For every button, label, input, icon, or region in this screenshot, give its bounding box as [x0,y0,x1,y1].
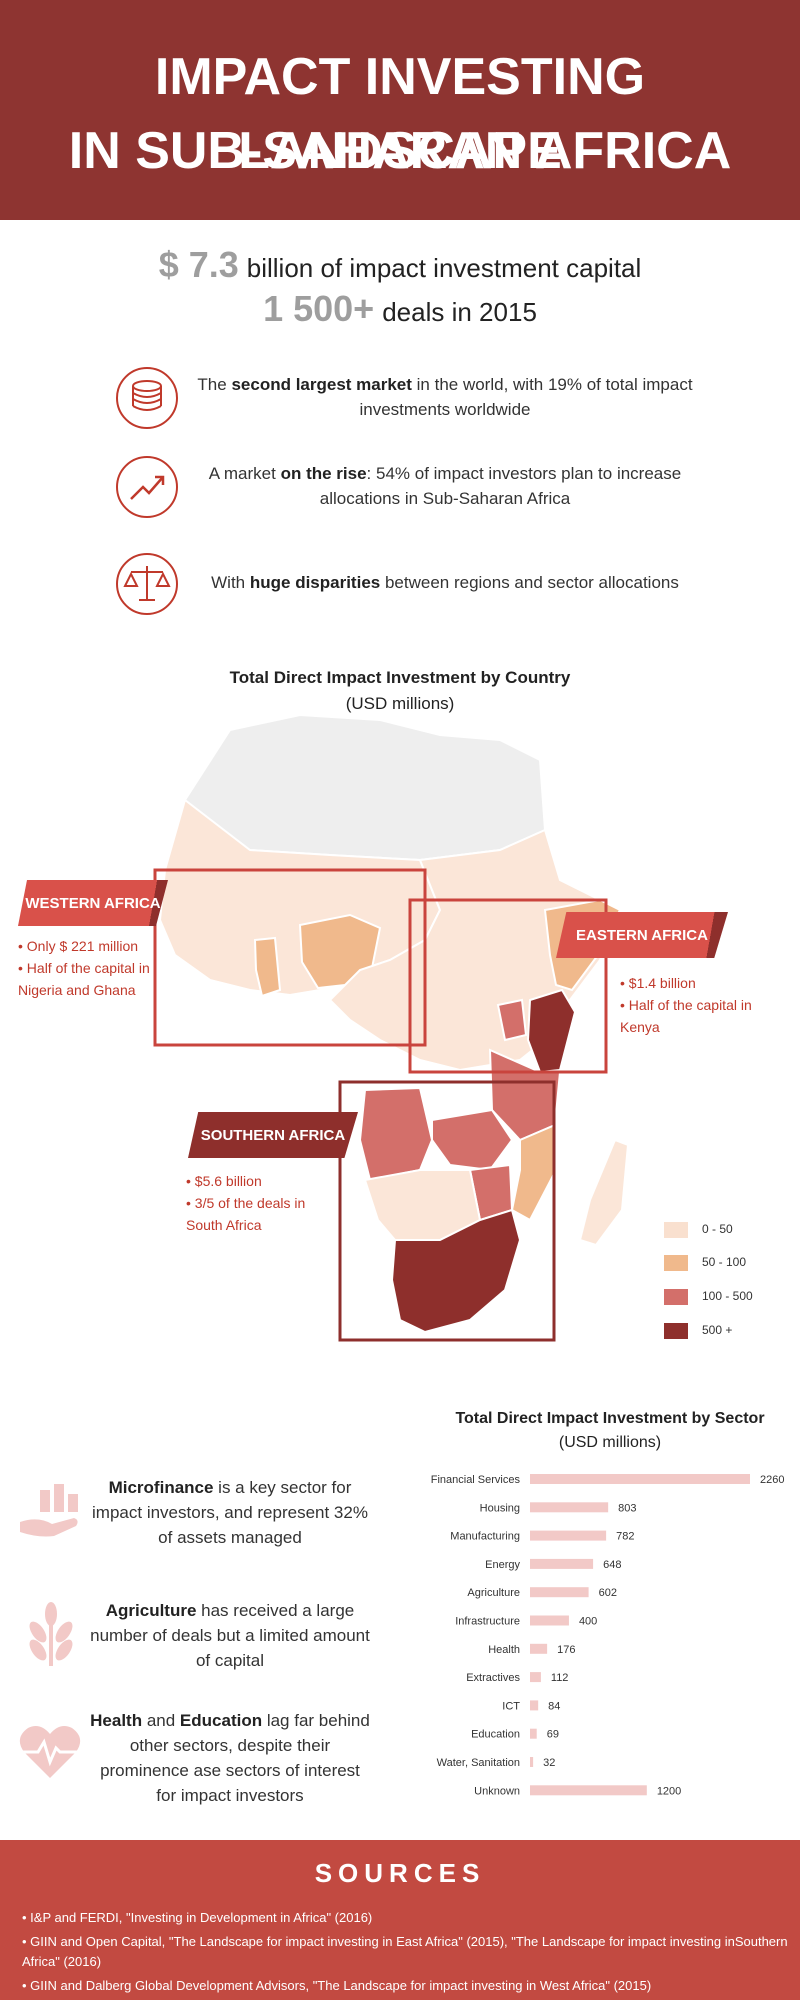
sector-bar-chart: Financial Services 2260 Housing 803 Manufact… [431,1474,784,1797]
madagascar-shape [578,1138,630,1247]
uganda-shape [496,998,528,1042]
sector-value-label: 782 [616,1531,634,1543]
stat-capital-label: billion of impact investment capital [246,253,642,283]
ghana-shape [253,936,282,998]
sector-value-label: 1200 [657,1785,681,1797]
stat-deals-label: deals in 2015 [382,297,537,327]
sector-value-label: 400 [579,1616,597,1628]
western-africa-notes: • Only $ 221 million • Half of the capita… [18,938,150,998]
stat-capital: $ 7.3 billion of impact investment capita… [0,244,800,286]
sector-bar [530,1587,589,1598]
header-banner: IMPACT INVESTING LANDSCAPE IN SUB-SAHARA… [0,0,800,220]
microfinance-text: Microfinance is a key sector for impact … [92,1478,368,1547]
sector-value-label: 648 [603,1559,621,1571]
legend-item-100-500: 100 - 500 [664,1289,753,1305]
fact-disparities: With huge disparities between regions an… [115,552,715,622]
sources-footer: SOURCES • I&P and FERDI, "Investing in D… [0,1840,800,2000]
north-africa-shape [183,713,547,862]
stat-deals-value: 1 500+ [263,288,375,329]
legend-item-0-50: 0 - 50 [664,1222,733,1238]
legend-swatch [664,1222,688,1238]
sector-bar [530,1474,750,1484]
fact-second-largest-text: The second largest market in the world, … [197,375,693,419]
sector-value-label: 69 [547,1729,559,1741]
stat-deals: 1 500+ deals in 2015 [0,288,800,330]
sector-value-label: 602 [599,1587,617,1599]
fact-rising: A market on the rise: 54% of impact inve… [115,455,715,525]
sector-bar [530,1785,647,1796]
sector-value-label: 112 [551,1672,569,1684]
eastern-africa-label: EASTERN AFRICA [556,912,728,958]
sector-category-label: Financial Services [431,1474,521,1486]
southern-africa-label: SOUTHERN AFRICA [188,1112,358,1158]
sector-bar [530,1530,607,1541]
legend-swatch [664,1323,688,1339]
sector-chart-title: Total Direct Impact Investment by Sector… [430,1410,790,1452]
sector-bar [530,1643,548,1654]
sector-category-label: Housing [480,1502,520,1514]
sector-value-label: 32 [543,1757,555,1769]
page-title-line-1: IMPACT INVESTING LANDSCAPE [154,48,646,180]
sector-category-label: Health [488,1644,520,1656]
legend-swatch [664,1255,688,1271]
map-title-text: Total Direct Impact Investment by Countr… [229,668,571,687]
source-item-3: • GIIN and Dalberg Global Development Ad… [22,1978,652,1993]
hand-coins-icon [20,1484,78,1537]
south-africa-shape [390,1208,522,1334]
rising-chart-icon [116,456,178,518]
page-title-line-2: IN SUB-SAHARAN AFRICA [68,122,732,180]
sector-bar [530,1558,594,1569]
sector-bar [530,1700,539,1711]
sector-value-label: 176 [557,1644,575,1656]
sector-bar [530,1728,537,1739]
heart-pulse-icon [19,1726,81,1778]
southern-africa-notes: • $5.6 billion • 3/5 of the deals in South… [186,1173,306,1233]
sector-value-label: 803 [618,1502,636,1514]
sector-bar [530,1757,534,1767]
health-education-text: Health and Education lag far behind othe… [90,1711,370,1805]
sector-value-label: 2260 [760,1474,784,1486]
wheat-icon [29,1602,73,1666]
sector-category-label: ICT [502,1700,520,1712]
sector-chart-subtitle: (USD millions) [558,1434,662,1451]
map-title: Total Direct Impact Investment by Countr… [0,668,800,714]
sector-category-label: Infrastructure [455,1616,520,1628]
sector-category-label: Extractives [466,1672,520,1684]
stat-capital-value: $ 7.3 [158,244,239,285]
southern-africa-frame [338,1080,556,1342]
kenya-shape [526,988,577,1074]
fact-rising-text: A market on the rise: 54% of impact inve… [208,464,682,508]
sector-bar [530,1672,541,1683]
balance-scale-icon [116,553,178,615]
map-subtitle: (USD millions) [345,694,455,713]
sector-category-label: Energy [485,1559,520,1571]
fact-disparities-text: With huge disparities between regions an… [211,573,679,592]
sector-bar [530,1502,609,1513]
sector-category-label: Unknown [474,1785,520,1797]
sector-category-label: Manufacturing [450,1531,520,1543]
source-item-2: • GIIN and Open Capital, "The Landscape … [22,1934,788,1969]
sector-chart-title-text: Total Direct Impact Investment by Sector [455,1410,765,1427]
source-item-1: • I&P and FERDI, "Investing in Developme… [22,1910,373,1925]
western-africa-label: WESTERN AFRICA [18,880,168,926]
sector-category-label: Education [471,1729,520,1741]
western-africa-frame [153,868,427,1047]
sector-category-label: Agriculture [467,1587,520,1599]
eastern-africa-frame [408,898,608,1074]
africa-map [153,713,630,1342]
sector-category-label: Water, Sanitation [437,1757,520,1769]
legend-swatch [664,1289,688,1305]
coins-icon [116,367,178,429]
angola-shape [358,1086,434,1182]
agriculture-text: Agriculture has received a large number … [90,1601,370,1670]
fact-second-largest: The second largest market in the world, … [115,366,715,436]
sector-value-label: 84 [548,1700,560,1712]
sector-bar [530,1615,569,1626]
eastern-africa-notes: • $1.4 billion • Half of the capital in Ke… [620,975,752,1035]
legend-item-50-100: 50 - 100 [664,1255,746,1271]
sources-heading: SOURCES [314,1858,486,1888]
legend-item-500-plus: 500 + [664,1323,732,1339]
